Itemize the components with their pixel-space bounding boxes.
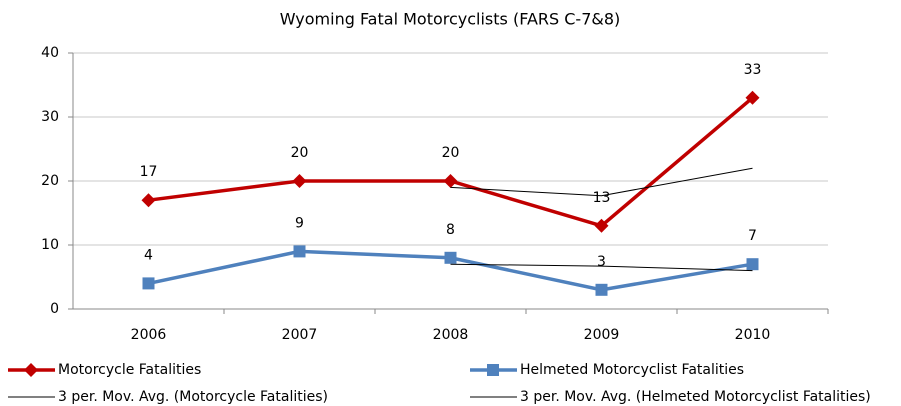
x-tick-label: 2007	[282, 327, 318, 343]
data-label: 33	[744, 62, 762, 78]
data-point	[444, 251, 457, 264]
data-label: 20	[442, 145, 460, 161]
legend-label: Motorcycle Fatalities	[58, 362, 201, 378]
y-tick-label: 30	[41, 109, 59, 125]
data-point	[595, 283, 608, 296]
y-tick-label: 20	[41, 173, 59, 189]
data-label: 17	[140, 164, 158, 180]
data-label: 13	[593, 190, 611, 206]
data-point	[745, 90, 760, 105]
x-tick-label: 2009	[584, 327, 620, 343]
data-label: 4	[144, 247, 153, 263]
legend-label: Helmeted Motorcyclist Fatalities	[520, 362, 744, 378]
data-label: 3	[597, 254, 606, 270]
legend-label: 3 per. Mov. Avg. (Helmeted Motorcyclist …	[520, 389, 871, 405]
data-label: 20	[291, 145, 309, 161]
data-label: 8	[446, 222, 455, 238]
y-tick-label: 0	[50, 301, 59, 317]
x-tick-label: 2010	[735, 327, 771, 343]
data-point	[594, 218, 609, 233]
data-point	[293, 245, 306, 258]
data-label: 9	[295, 215, 304, 231]
data-point	[142, 277, 155, 290]
series-line	[450, 263, 753, 272]
chart-title: Wyoming Fatal Motorcyclists (FARS C-7&8)	[280, 10, 621, 29]
data-label: 7	[748, 228, 757, 244]
x-tick-label: 2006	[131, 327, 167, 343]
data-point	[746, 258, 759, 271]
legend-label: 3 per. Mov. Avg. (Motorcycle Fatalities)	[58, 389, 328, 405]
data-point	[292, 174, 307, 188]
data-point	[443, 174, 458, 188]
legend-marker	[24, 363, 38, 377]
y-tick-label: 10	[41, 237, 59, 253]
series-line	[450, 167, 753, 197]
y-tick-label: 40	[41, 45, 59, 61]
legend-marker	[487, 364, 499, 376]
x-tick-label: 2008	[433, 327, 469, 343]
data-point	[141, 193, 156, 208]
